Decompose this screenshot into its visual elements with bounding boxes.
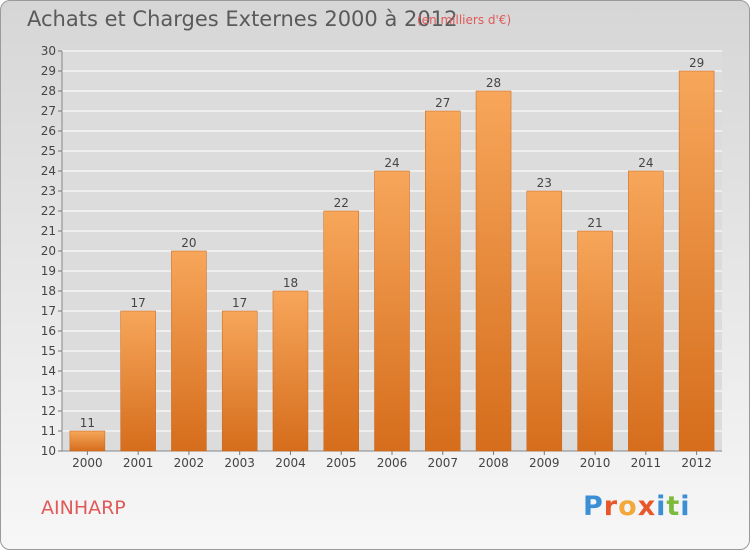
bar xyxy=(272,290,309,452)
y-tick-label: 20 xyxy=(41,244,56,258)
y-tick-label: 30 xyxy=(41,44,56,58)
y-tick-label: 15 xyxy=(41,344,56,358)
x-tick-label: 2009 xyxy=(529,456,560,470)
y-tick-label: 25 xyxy=(41,144,56,158)
x-tick-label: 2002 xyxy=(174,456,205,470)
y-tick-label: 18 xyxy=(41,284,56,298)
y-tick-label: 10 xyxy=(41,444,56,458)
bar xyxy=(374,170,410,452)
x-tick-label: 2007 xyxy=(427,456,458,470)
bar-value-label: 24 xyxy=(638,156,653,170)
y-tick-label: 19 xyxy=(41,264,56,278)
logo-letter: i xyxy=(656,491,667,522)
y-tick-label: 21 xyxy=(41,224,56,238)
bar xyxy=(577,230,613,452)
bar-value-label: 20 xyxy=(181,236,196,250)
logo-letter: P xyxy=(583,491,604,522)
x-tick-label: 2006 xyxy=(377,456,408,470)
x-tick-label: 2012 xyxy=(681,456,712,470)
x-tick-label: 2011 xyxy=(631,456,662,470)
bar-value-label: 22 xyxy=(334,196,349,210)
x-tick-label: 2008 xyxy=(478,456,509,470)
y-tick-label: 17 xyxy=(41,304,56,318)
bar-value-label: 18 xyxy=(283,276,298,290)
bar-value-label: 21 xyxy=(587,216,602,230)
chart-title: Achats et Charges Externes 2000 à 2012 xyxy=(27,7,458,31)
y-tick-label: 12 xyxy=(41,404,56,418)
bar-value-label: 24 xyxy=(384,156,399,170)
bar xyxy=(628,170,664,452)
bar xyxy=(120,310,156,452)
y-tick-label: 27 xyxy=(41,104,56,118)
bar xyxy=(221,310,258,452)
commune-name: AINHARP xyxy=(41,497,126,519)
bar-value-label: 28 xyxy=(486,76,501,90)
x-tick-label: 2003 xyxy=(224,456,255,470)
y-tick-label: 24 xyxy=(41,164,56,178)
bar-value-label: 17 xyxy=(232,296,247,310)
bar-value-label: 23 xyxy=(537,176,552,190)
bar xyxy=(475,90,512,452)
bar-value-label: 11 xyxy=(80,416,95,430)
x-tick-label: 2004 xyxy=(275,456,306,470)
y-tick-label: 11 xyxy=(41,424,56,438)
y-tick-label: 22 xyxy=(41,204,56,218)
bar-value-label: 29 xyxy=(689,56,704,70)
proxiti-logo[interactable]: Proxiti xyxy=(583,491,691,522)
y-tick-label: 26 xyxy=(41,124,56,138)
logo-letter: x xyxy=(637,491,657,522)
logo-letter: r xyxy=(603,491,619,522)
x-tick-label: 2005 xyxy=(326,456,357,470)
y-tick-label: 29 xyxy=(41,64,56,78)
x-tick-label: 2000 xyxy=(72,456,103,470)
logo-letter: o xyxy=(618,491,638,522)
bar xyxy=(69,430,106,452)
chart-subtitle: (en milliers d'€) xyxy=(417,13,512,27)
x-tick-label: 2001 xyxy=(123,456,154,470)
bar xyxy=(526,190,563,452)
bar xyxy=(678,70,715,452)
y-tick-label: 16 xyxy=(41,324,56,338)
y-tick-label: 28 xyxy=(41,84,56,98)
logo-letter: t xyxy=(666,491,681,522)
bar xyxy=(323,210,359,452)
logo-letter: i xyxy=(680,491,691,522)
bar-value-label: 27 xyxy=(435,96,450,110)
bar xyxy=(171,250,207,452)
y-tick-label: 23 xyxy=(41,184,56,198)
y-tick-label: 14 xyxy=(41,364,56,378)
y-tick-label: 13 xyxy=(41,384,56,398)
bar-value-label: 17 xyxy=(131,296,146,310)
x-tick-label: 2010 xyxy=(580,456,611,470)
bar xyxy=(425,110,461,452)
